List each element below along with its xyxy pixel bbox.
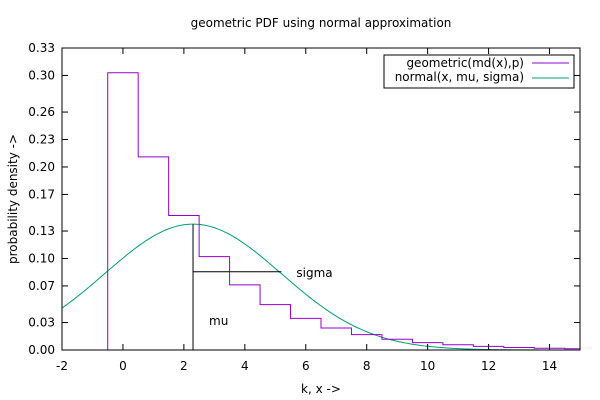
y-tick-label: 0.30 [28,68,55,82]
x-axis-label: k, x -> [301,382,341,396]
y-tick-label: 0.23 [28,133,55,147]
plot-area: mu sigma -2 0 2 4 6 8 10 12 14 0.000.030.070.100… [28,41,581,373]
y-tick-label: 0.07 [28,279,55,293]
legend-label-geometric: geometric(md(x),p) [406,56,524,70]
series-normal-curve [61,223,580,351]
series-layer [61,72,580,351]
y-tick-label: 0.13 [28,224,55,238]
plot-frame [61,47,581,351]
y-axis-label: probability density -> [6,134,20,264]
y-tick-label: 0.10 [28,251,55,265]
x-tick-label: 6 [302,359,310,373]
y-tick-label: 0.33 [28,41,55,55]
legend: geometric(md(x),p) normal(x, mu, sigma) [383,54,575,89]
sigma-label: sigma [296,266,332,280]
chart-title: geometric PDF using normal approximation [191,16,452,30]
y-tick-label: 0.03 [28,316,55,330]
y-tick-label: 0.17 [28,187,55,201]
x-tick-label: 8 [363,359,371,373]
x-tick-label: 2 [180,359,188,373]
annotation-layer: mu sigma [192,224,333,350]
legend-box [383,54,575,89]
x-tick-label: 14 [542,359,557,373]
x-tick-label: 10 [420,359,435,373]
legend-label-normal: normal(x, mu, sigma) [395,70,524,84]
series-geometric-step [107,72,580,350]
mu-label: mu [209,314,228,328]
x-tick-label: 0 [119,359,127,373]
x-axis-ticks: -2 0 2 4 6 8 10 12 14 [56,48,557,373]
y-tick-label: 0.00 [28,343,55,357]
y-tick-label: 0.20 [28,160,55,174]
x-tick-label: 4 [241,359,249,373]
y-tick-label: 0.26 [28,105,55,119]
x-tick-label: -2 [56,359,68,373]
y-axis-ticks: 0.00 0.03 0.07 0.10 0.13 0.17 0.20 0.23 0.26 0.30… [28,41,580,357]
x-tick-label: 12 [481,359,496,373]
